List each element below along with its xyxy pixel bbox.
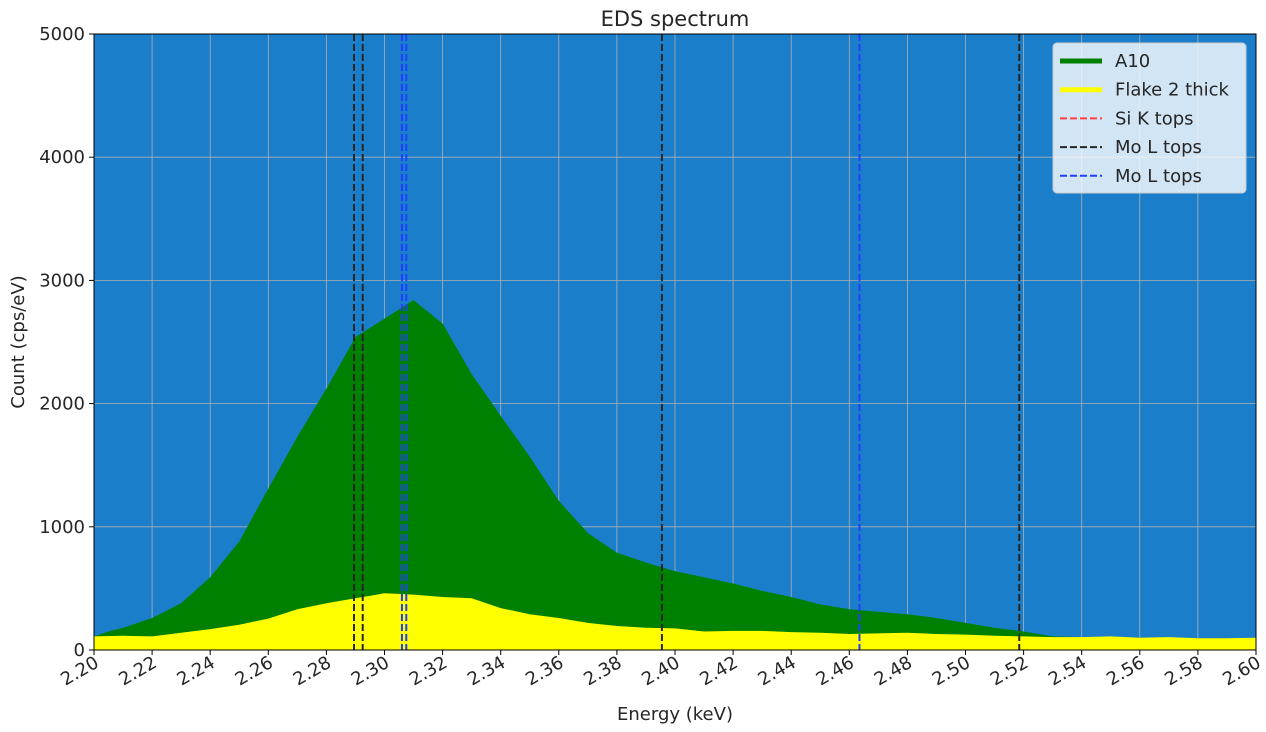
legend-label-mo-l-tops-blue: Mo L tops <box>1115 166 1202 187</box>
y-tick-label: 5000 <box>39 24 85 45</box>
x-tick-label: 2.34 <box>464 652 509 690</box>
x-tick-label: 2.56 <box>1103 652 1148 690</box>
legend-label-flake-2-thick: Flake 2 thick <box>1115 80 1230 101</box>
x-tick-label: 2.54 <box>1045 652 1090 690</box>
x-tick-label: 2.22 <box>115 652 160 690</box>
series-area-flake-2-thick <box>94 593 1256 650</box>
y-tick-label: 0 <box>74 640 85 661</box>
legend-box <box>1052 42 1247 194</box>
legend-label-a10: A10 <box>1115 51 1150 72</box>
y-axis-label: Count (cps/eV) <box>8 275 29 408</box>
chart-title: EDS spectrum <box>601 7 750 31</box>
series-area-a10 <box>94 300 1256 650</box>
x-tick-label: 2.40 <box>638 652 683 690</box>
x-tick-label: 2.32 <box>406 652 451 690</box>
x-tick-label: 2.58 <box>1161 652 1206 690</box>
x-tick-label: 2.48 <box>871 652 916 690</box>
x-tick-label: 2.36 <box>522 652 567 690</box>
y-tick-label: 1000 <box>39 517 85 538</box>
x-tick-label: 2.30 <box>348 652 393 690</box>
x-axis-label: Energy (keV) <box>617 704 733 725</box>
x-tick-label: 2.46 <box>813 652 858 690</box>
y-tick-label: 3000 <box>39 270 85 291</box>
legend: A10 Flake 2 thick Si K tops Mo L tops Mo L t… <box>1052 42 1247 194</box>
x-tick-label: 2.26 <box>232 652 277 690</box>
x-tick-label: 2.60 <box>1219 652 1264 690</box>
x-tick-label: 2.24 <box>173 652 218 690</box>
x-tick-label: 2.38 <box>580 652 625 690</box>
x-tick-label: 2.50 <box>929 652 974 690</box>
legend-label-si-k-tops: Si K tops <box>1115 108 1194 129</box>
y-tick-label: 4000 <box>39 147 85 168</box>
x-tick-label: 2.28 <box>290 652 335 690</box>
x-tick-label: 2.52 <box>987 652 1032 690</box>
y-tick-label: 2000 <box>39 394 85 415</box>
x-tick-label: 2.44 <box>754 652 799 690</box>
legend-label-mo-l-tops-black: Mo L tops <box>1115 137 1202 158</box>
x-tick-label: 2.42 <box>696 652 741 690</box>
